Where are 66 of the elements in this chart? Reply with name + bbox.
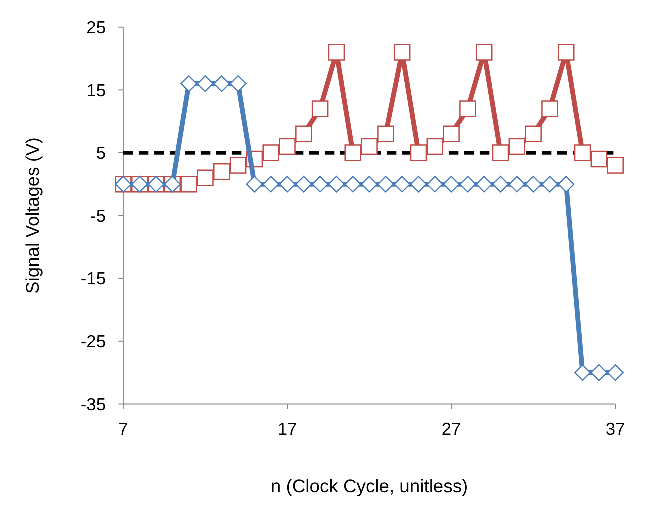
point [378,126,394,143]
point [492,144,510,162]
point [361,138,378,156]
point [590,364,608,382]
x-tick-label: 7 [118,419,128,440]
point [394,176,411,193]
point [328,176,346,193]
point [246,176,264,193]
point [197,170,214,186]
point [590,150,608,168]
point [476,44,493,61]
point [443,126,460,143]
point [426,176,444,193]
point [296,126,312,143]
point [460,176,476,193]
point [607,157,624,174]
point [180,76,198,92]
point [460,100,476,118]
point [558,176,575,193]
x-axis-title: n (Clock Cycle, unitless) [270,475,468,496]
point [508,138,526,156]
point [525,126,542,143]
point [476,176,493,193]
point [328,44,346,61]
point [443,176,460,193]
point [344,176,362,193]
point [214,163,230,180]
point [312,100,329,118]
x-tick-label: 17 [278,419,298,440]
point [542,176,558,193]
point [378,176,394,193]
point [262,144,280,162]
y-tick-label: -15 [80,268,106,289]
point [607,364,624,382]
point [180,176,198,193]
point [426,138,444,156]
y-tick-label: 25 [86,17,106,38]
point [525,176,542,193]
x-tick-label: 27 [442,419,462,440]
point [558,44,575,61]
y-tick-label: 5 [96,143,106,164]
point [344,144,362,162]
point [542,100,558,118]
point [197,76,214,92]
y-axis-title: Signal Voltages (V) [22,138,44,294]
point [361,176,378,193]
point [394,44,411,61]
point [279,138,296,156]
point [312,176,329,193]
y-tick-label: -35 [80,394,106,414]
point [492,176,510,193]
point [410,144,428,162]
point [214,76,230,92]
point [230,157,247,174]
point [574,364,592,382]
point [574,144,592,162]
point [262,176,280,193]
point [279,176,296,193]
x-tick-label: 37 [606,419,626,440]
y-tick-label: 15 [86,80,106,100]
y-tick-label: -5 [90,206,106,226]
point [410,176,428,193]
y-tick-label: -25 [80,332,106,352]
point [230,76,247,92]
point [296,176,312,193]
point [508,176,526,193]
